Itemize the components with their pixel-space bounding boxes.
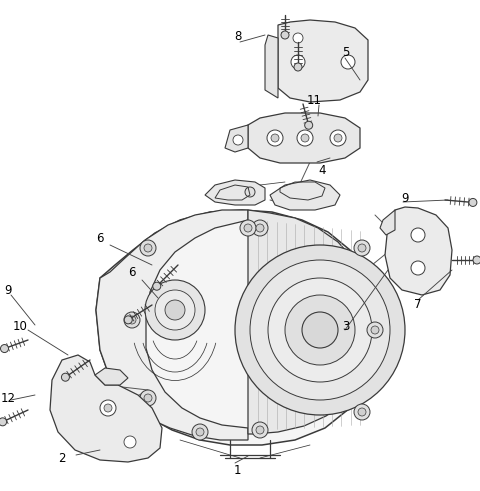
Circle shape xyxy=(305,121,312,129)
Circle shape xyxy=(252,422,268,438)
Circle shape xyxy=(341,55,355,69)
Polygon shape xyxy=(225,125,248,152)
Circle shape xyxy=(128,316,136,324)
Circle shape xyxy=(411,261,425,275)
Circle shape xyxy=(140,390,156,406)
Polygon shape xyxy=(270,180,340,210)
Circle shape xyxy=(291,55,305,69)
Text: 2: 2 xyxy=(58,452,66,464)
Circle shape xyxy=(367,322,383,338)
Circle shape xyxy=(271,134,279,142)
Polygon shape xyxy=(248,113,360,163)
Circle shape xyxy=(354,404,370,420)
Circle shape xyxy=(144,244,152,252)
Circle shape xyxy=(256,224,264,232)
Text: 9: 9 xyxy=(4,283,12,297)
Circle shape xyxy=(469,198,477,206)
Polygon shape xyxy=(96,210,382,445)
Circle shape xyxy=(411,228,425,242)
Circle shape xyxy=(473,256,480,264)
Circle shape xyxy=(124,312,140,328)
Circle shape xyxy=(293,33,303,43)
Circle shape xyxy=(0,345,9,353)
Polygon shape xyxy=(278,20,368,102)
Circle shape xyxy=(140,240,156,256)
Polygon shape xyxy=(380,210,395,235)
Circle shape xyxy=(192,424,208,440)
Circle shape xyxy=(144,394,152,402)
Circle shape xyxy=(302,312,338,348)
Polygon shape xyxy=(96,210,248,440)
Text: 9: 9 xyxy=(401,191,409,204)
Text: 11: 11 xyxy=(307,93,322,107)
Circle shape xyxy=(244,224,252,232)
Circle shape xyxy=(285,295,355,365)
Circle shape xyxy=(0,418,7,426)
Polygon shape xyxy=(50,355,162,462)
Circle shape xyxy=(256,426,264,434)
Circle shape xyxy=(252,220,268,236)
Text: 12: 12 xyxy=(0,391,15,405)
Circle shape xyxy=(267,130,283,146)
Text: 1: 1 xyxy=(233,464,241,476)
Circle shape xyxy=(358,408,366,416)
Circle shape xyxy=(145,280,205,340)
Circle shape xyxy=(245,187,255,197)
Text: 6: 6 xyxy=(96,231,104,245)
Circle shape xyxy=(153,282,161,290)
Circle shape xyxy=(196,428,204,436)
Circle shape xyxy=(61,373,70,381)
Circle shape xyxy=(155,290,195,330)
Circle shape xyxy=(371,326,379,334)
Circle shape xyxy=(294,63,302,71)
Text: 3: 3 xyxy=(342,320,350,332)
Circle shape xyxy=(235,245,405,415)
Text: 5: 5 xyxy=(342,46,350,58)
Text: 4: 4 xyxy=(318,164,326,176)
Circle shape xyxy=(334,134,342,142)
Circle shape xyxy=(281,31,289,39)
Text: 6: 6 xyxy=(128,267,136,279)
Circle shape xyxy=(100,400,116,416)
Text: 10: 10 xyxy=(12,320,27,332)
Polygon shape xyxy=(385,207,452,295)
Circle shape xyxy=(124,316,132,324)
Circle shape xyxy=(301,134,309,142)
Circle shape xyxy=(165,300,185,320)
Polygon shape xyxy=(95,368,128,385)
Circle shape xyxy=(240,220,256,236)
Circle shape xyxy=(124,436,136,448)
Circle shape xyxy=(250,260,390,400)
Circle shape xyxy=(354,240,370,256)
Polygon shape xyxy=(248,210,376,434)
Polygon shape xyxy=(265,35,278,98)
Polygon shape xyxy=(205,180,265,205)
Circle shape xyxy=(268,278,372,382)
Circle shape xyxy=(358,244,366,252)
Circle shape xyxy=(233,135,243,145)
Circle shape xyxy=(297,130,313,146)
Circle shape xyxy=(104,404,112,412)
Text: 7: 7 xyxy=(414,299,422,311)
Text: 8: 8 xyxy=(234,29,242,43)
Circle shape xyxy=(330,130,346,146)
